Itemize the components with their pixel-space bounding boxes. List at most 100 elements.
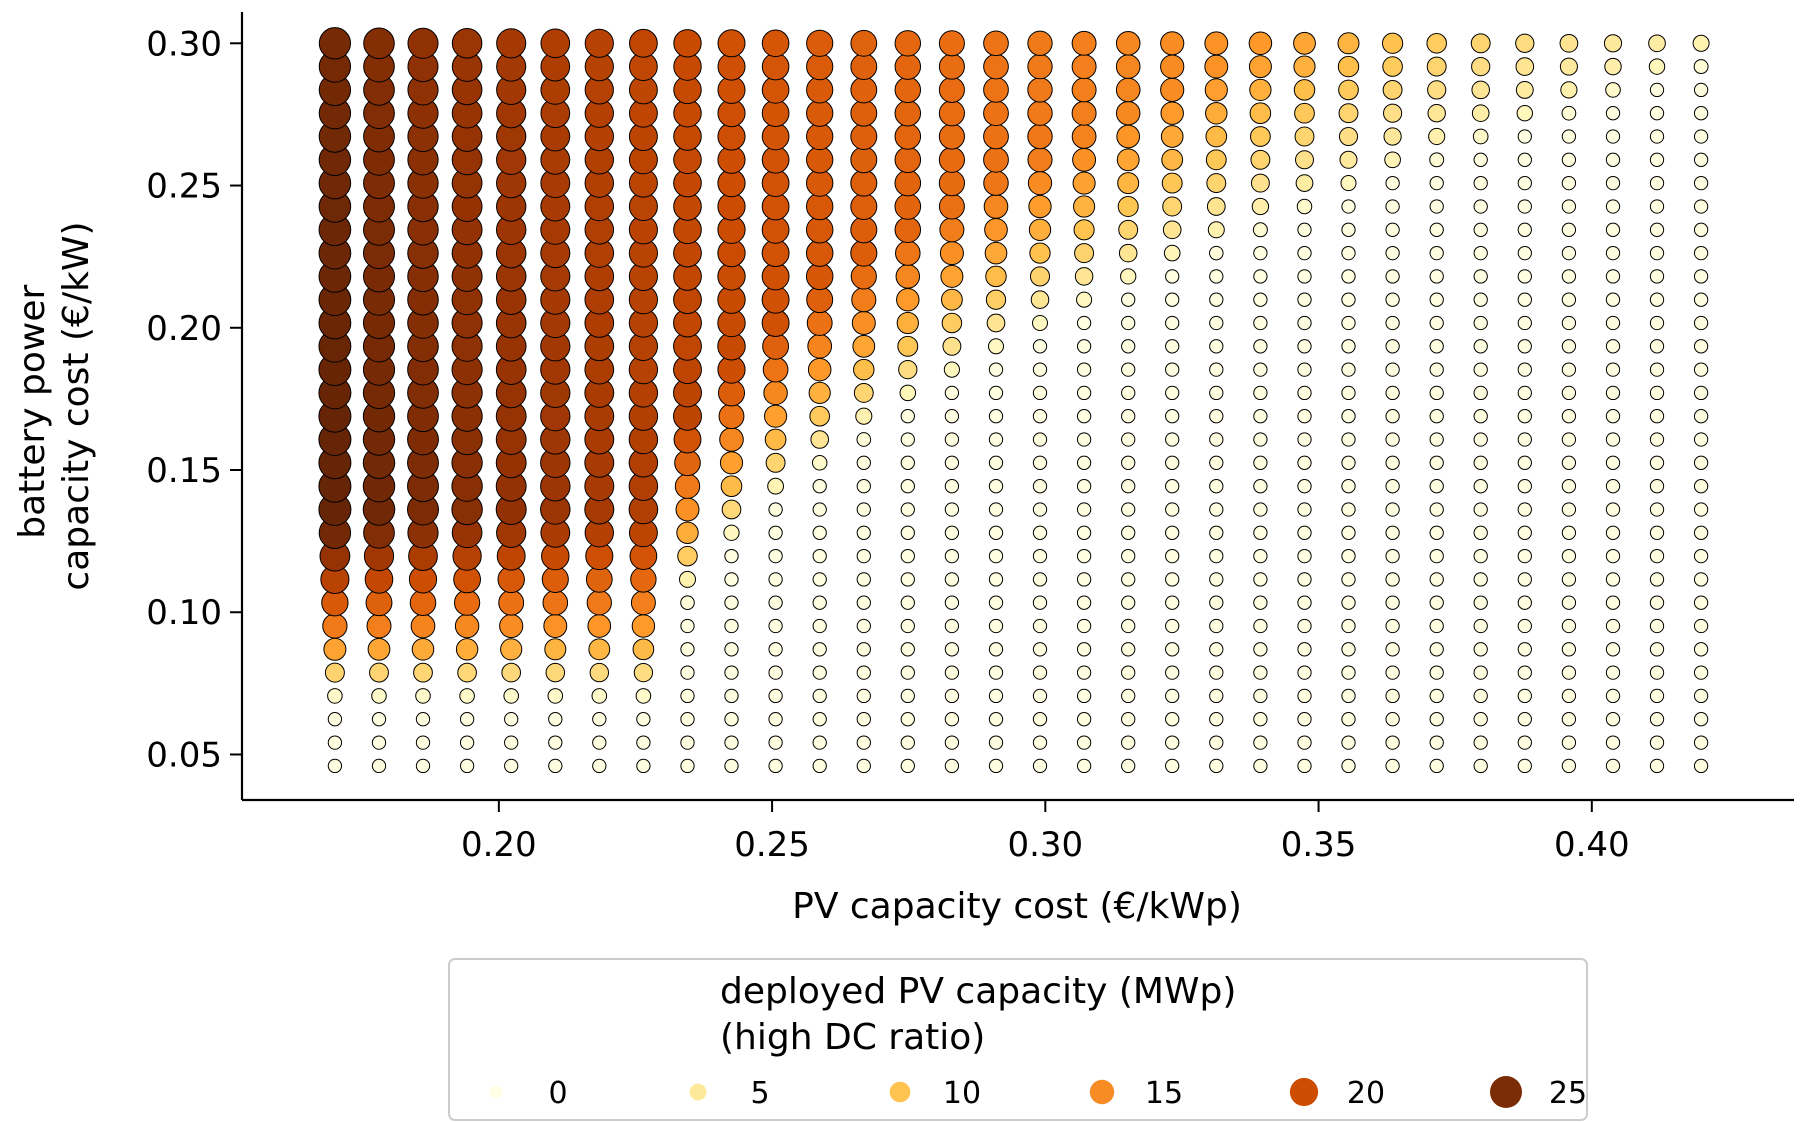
data-point bbox=[1471, 56, 1491, 77]
data-point bbox=[1341, 362, 1356, 377]
data-point bbox=[1517, 362, 1532, 377]
data-point bbox=[1297, 595, 1312, 610]
data-point bbox=[1473, 735, 1488, 750]
data-point bbox=[1071, 124, 1097, 149]
data-point bbox=[591, 688, 608, 704]
data-point bbox=[894, 169, 922, 197]
data-point bbox=[1385, 735, 1400, 750]
data-point bbox=[548, 758, 563, 774]
data-point bbox=[1605, 129, 1621, 144]
data-point bbox=[1071, 100, 1097, 126]
data-point bbox=[1253, 595, 1268, 610]
data-point bbox=[455, 638, 479, 661]
data-point bbox=[1076, 385, 1092, 401]
data-point bbox=[1693, 199, 1709, 214]
data-point bbox=[1253, 339, 1268, 354]
data-point bbox=[724, 642, 739, 657]
data-point bbox=[900, 665, 915, 680]
data-point bbox=[894, 216, 922, 244]
data-point bbox=[1297, 548, 1312, 564]
data-point bbox=[1382, 56, 1403, 77]
data-point bbox=[1517, 479, 1532, 494]
data-point bbox=[1693, 339, 1709, 354]
data-point bbox=[717, 29, 746, 58]
data-point bbox=[764, 404, 788, 428]
data-point bbox=[503, 688, 519, 704]
data-point bbox=[1032, 502, 1048, 517]
data-point bbox=[1517, 152, 1532, 167]
data-point bbox=[371, 688, 387, 704]
data-point bbox=[1160, 125, 1184, 148]
data-point bbox=[1692, 34, 1710, 52]
data-point bbox=[1517, 502, 1532, 517]
data-point bbox=[1605, 199, 1621, 214]
data-point bbox=[765, 452, 786, 473]
data-point bbox=[1429, 269, 1444, 284]
data-point bbox=[856, 525, 871, 540]
data-point bbox=[1161, 148, 1184, 171]
data-point bbox=[1385, 385, 1400, 401]
data-point bbox=[768, 735, 783, 750]
data-point bbox=[768, 502, 783, 517]
data-point bbox=[1121, 642, 1136, 657]
data-point bbox=[1121, 455, 1136, 470]
data-point bbox=[1076, 409, 1092, 424]
data-point bbox=[1209, 548, 1224, 564]
data-point bbox=[1385, 409, 1400, 424]
data-point bbox=[724, 688, 739, 704]
data-point bbox=[939, 241, 964, 266]
data-point bbox=[1693, 758, 1709, 774]
data-point bbox=[1429, 479, 1444, 494]
data-point bbox=[1027, 53, 1053, 80]
data-point bbox=[1297, 292, 1312, 307]
data-point bbox=[1515, 57, 1535, 76]
data-point bbox=[983, 53, 1009, 80]
data-point bbox=[943, 361, 960, 378]
data-point bbox=[1076, 572, 1092, 587]
data-point bbox=[1473, 315, 1488, 331]
data-point bbox=[1693, 479, 1709, 494]
data-point bbox=[944, 735, 960, 750]
data-point bbox=[1076, 479, 1092, 494]
data-point bbox=[1473, 548, 1488, 564]
data-point bbox=[1297, 269, 1312, 284]
data-point bbox=[589, 662, 610, 683]
data-point bbox=[1076, 758, 1092, 774]
data-point bbox=[761, 122, 790, 151]
data-point bbox=[812, 665, 827, 680]
data-point bbox=[1473, 479, 1488, 494]
data-point bbox=[1341, 665, 1356, 680]
data-point bbox=[504, 735, 519, 750]
data-point bbox=[1383, 103, 1403, 123]
data-point bbox=[1473, 245, 1488, 261]
data-point bbox=[806, 99, 834, 127]
data-point bbox=[1648, 58, 1666, 75]
data-point bbox=[1341, 735, 1356, 750]
data-point bbox=[1253, 688, 1268, 704]
data-point bbox=[1429, 385, 1444, 401]
data-point bbox=[1341, 292, 1356, 307]
data-point bbox=[724, 618, 739, 634]
data-point bbox=[1649, 688, 1665, 704]
data-point bbox=[856, 735, 871, 750]
data-point bbox=[1427, 104, 1446, 123]
data-point bbox=[1209, 409, 1224, 424]
data-point bbox=[371, 712, 387, 727]
data-point bbox=[1693, 269, 1709, 284]
x-tick-label: 0.25 bbox=[734, 825, 810, 865]
data-point bbox=[415, 758, 431, 774]
data-point bbox=[899, 384, 917, 402]
data-point bbox=[1517, 339, 1532, 354]
data-point bbox=[1561, 502, 1577, 517]
data-point bbox=[1165, 758, 1180, 774]
data-point bbox=[1293, 79, 1316, 101]
data-point bbox=[1209, 572, 1224, 587]
data-point bbox=[939, 217, 965, 243]
data-point bbox=[761, 169, 790, 198]
data-point bbox=[1561, 572, 1577, 587]
data-point bbox=[944, 572, 960, 587]
data-point bbox=[1649, 292, 1665, 307]
data-point bbox=[1429, 595, 1444, 610]
data-point bbox=[1605, 292, 1621, 307]
data-point bbox=[1605, 572, 1621, 587]
